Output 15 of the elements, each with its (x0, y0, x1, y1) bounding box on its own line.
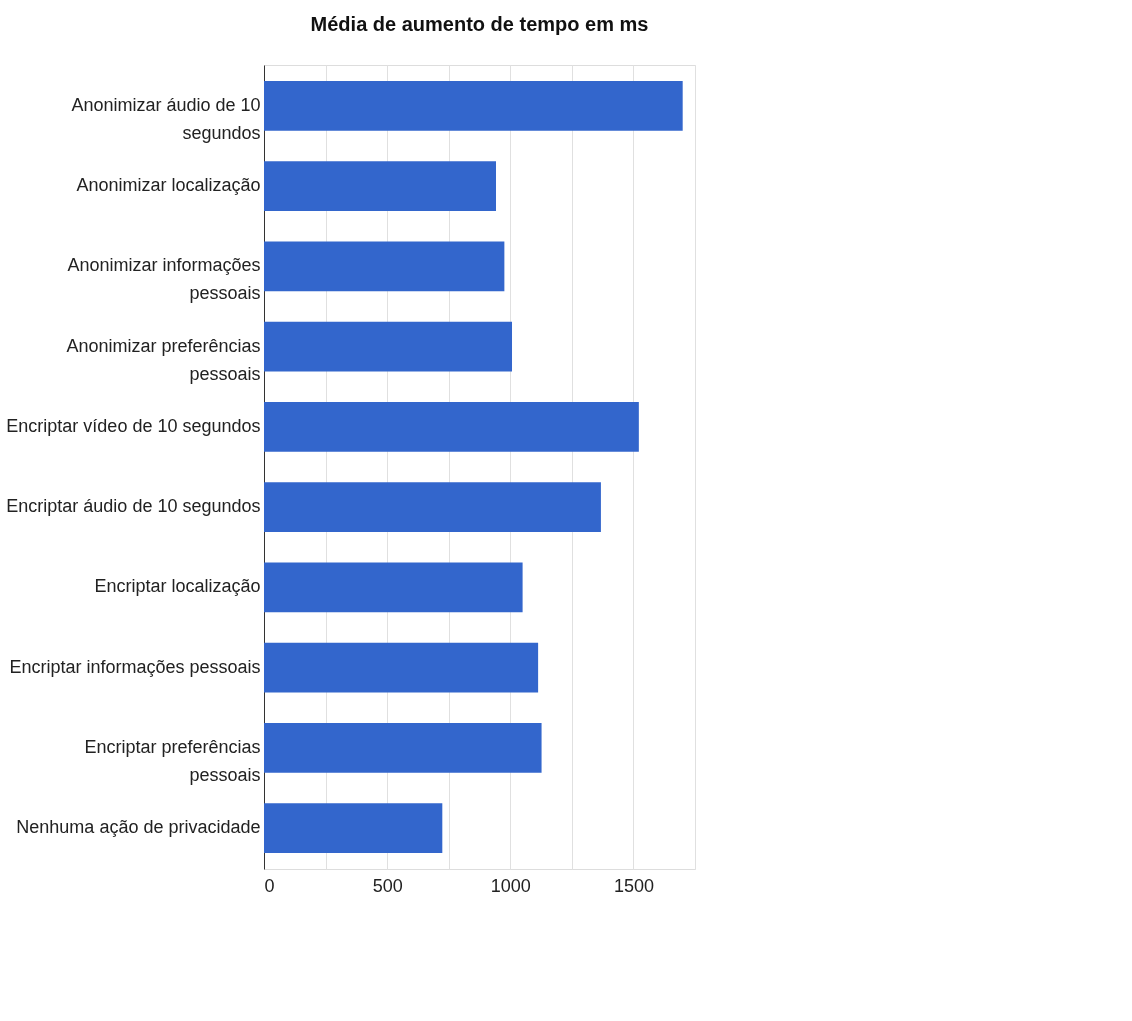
x-tick-label: 500 (372, 875, 403, 896)
x-tick-label: 1000 (490, 875, 531, 896)
y-tick-label: Nenhuma ação de privacidade (16, 817, 261, 838)
y-tick-label: Encriptar localização (94, 576, 261, 597)
x-tick-label: 0 (264, 875, 275, 896)
y-tick-label: Encriptar informações pessoais (9, 656, 261, 677)
y-tick-label: Encriptar preferências pessoais (84, 736, 261, 785)
y-tick-label: Anonimizar áudio de 10 segundos (71, 94, 261, 143)
x-tick-label: 1500 (613, 875, 654, 896)
y-tick-label: Anonimizar localização (76, 175, 261, 196)
chart-title: Média de aumento de tempo em ms (310, 13, 649, 35)
y-tick-label: Encriptar vídeo de 10 segundos (6, 415, 261, 436)
y-tick-label: Anonimizar preferências pessoais (66, 335, 261, 384)
y-tick-label: Encriptar áudio de 10 segundos (6, 496, 261, 517)
y-tick-label: Anonimizar informações pessoais (67, 255, 261, 304)
